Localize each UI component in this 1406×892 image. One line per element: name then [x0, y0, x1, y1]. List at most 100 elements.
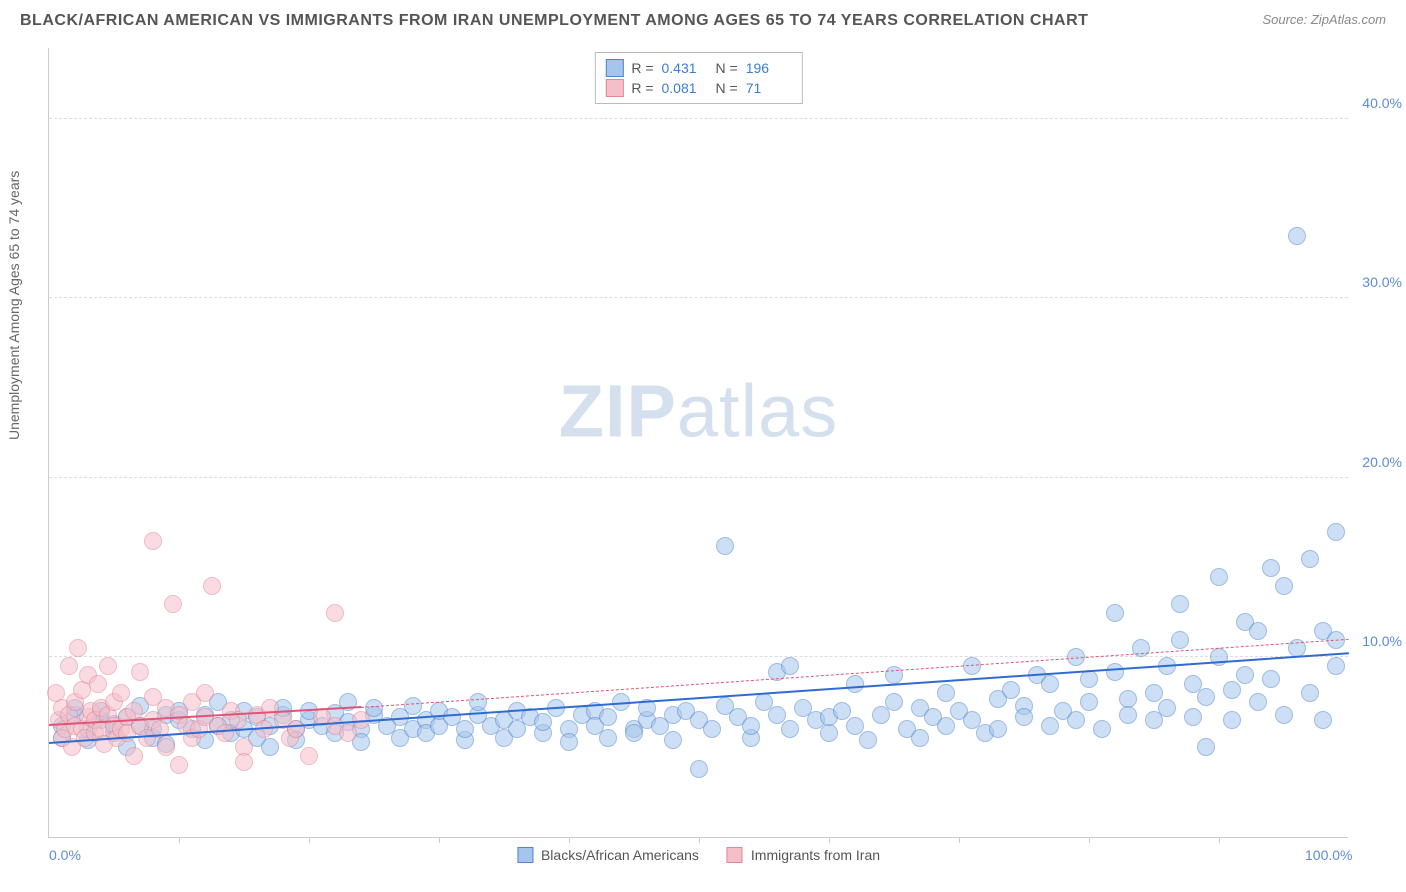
y-tick-label: 30.0% — [1362, 274, 1402, 290]
legend-item-iran: Immigrants from Iran — [727, 847, 880, 863]
data-point — [203, 577, 221, 595]
data-point — [846, 717, 864, 735]
data-point — [1093, 720, 1111, 738]
source-label: Source: ZipAtlas.com — [1262, 12, 1386, 27]
legend-item-blacks: Blacks/African Americans — [517, 847, 699, 863]
data-point — [287, 720, 305, 738]
data-point — [833, 702, 851, 720]
data-point — [989, 720, 1007, 738]
data-point — [1249, 693, 1267, 711]
data-point — [560, 733, 578, 751]
data-point — [235, 753, 253, 771]
scatter-chart: ZIPatlas R = 0.431 N = 196 R = 0.081 N =… — [48, 48, 1348, 838]
data-point — [69, 639, 87, 657]
data-point — [1223, 681, 1241, 699]
swatch-blacks — [605, 59, 623, 77]
data-point — [534, 713, 552, 731]
r-value-blacks: 0.431 — [662, 60, 708, 76]
series-label-iran: Immigrants from Iran — [751, 847, 880, 863]
data-point — [1197, 688, 1215, 706]
data-point — [170, 756, 188, 774]
data-point — [1301, 684, 1319, 702]
data-point — [1223, 711, 1241, 729]
data-point — [300, 747, 318, 765]
data-point — [1041, 717, 1059, 735]
data-point — [781, 720, 799, 738]
data-point — [1041, 675, 1059, 693]
watermark: ZIPatlas — [559, 368, 838, 453]
y-axis-label: Unemployment Among Ages 65 to 74 years — [6, 171, 22, 440]
x-tick-minor — [569, 837, 570, 843]
data-point — [1015, 708, 1033, 726]
data-point — [1314, 711, 1332, 729]
data-point — [1236, 666, 1254, 684]
data-point — [1262, 670, 1280, 688]
data-point — [1067, 711, 1085, 729]
r-label: R = — [631, 60, 653, 76]
r-label: R = — [631, 80, 653, 96]
data-point — [60, 657, 78, 675]
data-point — [1210, 648, 1228, 666]
data-point — [1132, 639, 1150, 657]
data-point — [1327, 657, 1345, 675]
data-point — [89, 675, 107, 693]
data-point — [911, 729, 929, 747]
data-point — [456, 720, 474, 738]
data-point — [1288, 227, 1306, 245]
n-value-iran: 71 — [746, 80, 792, 96]
x-tick-minor — [439, 837, 440, 843]
x-tick-label: 0.0% — [49, 847, 81, 863]
n-label: N = — [716, 80, 738, 96]
stats-row-blacks: R = 0.431 N = 196 — [605, 59, 791, 77]
data-point — [1080, 670, 1098, 688]
data-point — [963, 657, 981, 675]
data-point — [1119, 706, 1137, 724]
grid-line — [49, 477, 1348, 478]
data-point — [196, 684, 214, 702]
data-point — [1262, 559, 1280, 577]
data-point — [1171, 595, 1189, 613]
data-point — [326, 604, 344, 622]
data-point — [781, 657, 799, 675]
data-point — [1249, 622, 1267, 640]
grid-line — [49, 656, 1348, 657]
x-tick-minor — [1219, 837, 1220, 843]
data-point — [599, 729, 617, 747]
x-tick-minor — [699, 837, 700, 843]
y-tick-label: 20.0% — [1362, 454, 1402, 470]
data-point — [157, 738, 175, 756]
data-point — [1158, 699, 1176, 717]
data-point — [144, 532, 162, 550]
data-point — [703, 720, 721, 738]
data-point — [742, 717, 760, 735]
r-value-iran: 0.081 — [662, 80, 708, 96]
data-point — [937, 684, 955, 702]
grid-line — [49, 297, 1348, 298]
data-point — [1327, 523, 1345, 541]
x-tick-minor — [959, 837, 960, 843]
data-point — [1171, 631, 1189, 649]
swatch-iran — [727, 847, 743, 863]
data-point — [1210, 568, 1228, 586]
data-point — [1080, 693, 1098, 711]
data-point — [99, 657, 117, 675]
data-point — [1275, 577, 1293, 595]
data-point — [768, 706, 786, 724]
data-point — [716, 537, 734, 555]
watermark-bold: ZIP — [559, 369, 677, 452]
series-label-blacks: Blacks/African Americans — [541, 847, 699, 863]
data-point — [1106, 663, 1124, 681]
data-point — [1197, 738, 1215, 756]
data-point — [404, 697, 422, 715]
data-point — [1275, 706, 1293, 724]
stats-legend: R = 0.431 N = 196 R = 0.081 N = 71 — [594, 52, 802, 104]
data-point — [1301, 550, 1319, 568]
x-tick-minor — [309, 837, 310, 843]
x-tick-label: 100.0% — [1305, 847, 1352, 863]
stats-row-iran: R = 0.081 N = 71 — [605, 79, 791, 97]
data-point — [664, 731, 682, 749]
data-point — [164, 595, 182, 613]
data-point — [885, 693, 903, 711]
series-legend: Blacks/African Americans Immigrants from… — [517, 845, 880, 865]
swatch-iran — [605, 79, 623, 97]
